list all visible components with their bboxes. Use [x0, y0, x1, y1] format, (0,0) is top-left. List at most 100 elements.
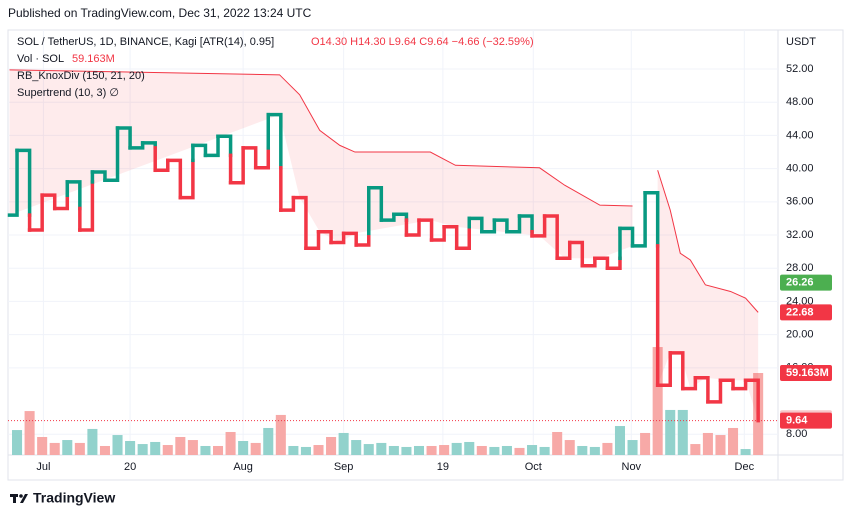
volume-bar [12, 430, 23, 455]
volume-bar [150, 441, 161, 455]
volume-bar [326, 436, 337, 455]
kagi-line [153, 158, 170, 173]
volume-bar [715, 435, 726, 455]
volume-bar [627, 440, 638, 455]
volume-bar [313, 445, 324, 455]
kagi-line [429, 224, 446, 242]
volume-bar [376, 442, 387, 455]
volume-bar [37, 436, 48, 455]
volume-bar [62, 440, 73, 455]
y-tick-label: 44.00 [786, 129, 814, 141]
volume-bar [24, 411, 35, 455]
kagi-line [442, 224, 459, 251]
volume-bar [501, 445, 512, 455]
volume-bar [552, 431, 563, 455]
x-tick-label: Jul [36, 461, 50, 473]
price-label-box [780, 274, 832, 291]
kagi-line [417, 218, 434, 242]
volume-bar [489, 446, 500, 455]
volume-bar [426, 445, 437, 455]
kagi-line [15, 148, 32, 217]
volume-bar [451, 442, 462, 455]
x-tick-label: Nov [622, 461, 642, 473]
kagi-line [580, 256, 597, 268]
kagi-line [668, 351, 685, 391]
kagi-line [191, 143, 208, 158]
y-tick-label: 52.00 [786, 63, 814, 75]
price-label-box [780, 365, 832, 382]
kagi-line [253, 146, 271, 170]
chart-frame [7, 29, 844, 481]
volume-bar [49, 442, 60, 455]
volume-bar [87, 428, 98, 455]
kagi-line [593, 256, 610, 270]
kagi-line [567, 240, 585, 268]
price-label-box [780, 304, 832, 321]
y-tick-label: 28.00 [786, 262, 814, 274]
volume-bar [614, 426, 626, 455]
kagi-line [266, 112, 283, 170]
kagi-line [329, 231, 346, 245]
kagi-line [203, 134, 220, 158]
volume-bar [401, 446, 412, 455]
kagi-line [681, 376, 698, 391]
kagi-line [341, 231, 358, 247]
plot: Jul 20 Aug Sep 19 Oct Nov Dec [7, 30, 778, 473]
kagi-line [379, 212, 396, 222]
y-tick-label: 20.00 [786, 329, 814, 341]
volume-bar [690, 444, 701, 455]
volume-bar [413, 445, 425, 455]
kagi-line [467, 216, 484, 234]
volume-bar [652, 347, 663, 455]
volume-bar [162, 445, 173, 455]
volume-bar [388, 445, 399, 455]
volume-bar [476, 445, 487, 455]
volume-bar [74, 442, 85, 455]
price-label: 59.163M [786, 367, 829, 379]
volume-bar [300, 446, 311, 455]
volume-bar [200, 445, 211, 455]
volume-bar [351, 440, 362, 455]
kagi-line [367, 185, 384, 222]
kagi-line [718, 378, 735, 391]
volume-bar [527, 445, 538, 455]
volume-bar [564, 440, 575, 455]
y-tick-label: 8.00 [786, 428, 807, 440]
volume-bar [640, 432, 651, 455]
kagi-line [404, 218, 421, 237]
price-label: 26.26 [786, 277, 814, 289]
price-label-box [780, 412, 832, 429]
kagi-line [454, 224, 471, 251]
kagi-line [291, 195, 308, 251]
volume-bar [338, 432, 349, 455]
kagi-line [90, 170, 107, 182]
volume-bar [225, 431, 236, 455]
kagi-line [643, 190, 660, 248]
volume-bar [288, 445, 299, 455]
volume-legend-value: 59.163M [72, 53, 115, 65]
kagi-line [241, 146, 258, 170]
kagi-line [605, 256, 622, 270]
kagi-line [103, 126, 120, 182]
volume-bar [187, 440, 198, 455]
volume-bar [577, 445, 588, 455]
kagi-line [115, 126, 132, 150]
volume-bar [514, 447, 525, 455]
kagi-line [618, 226, 635, 248]
y-tick-label: 36.00 [786, 196, 814, 208]
kagi-line [304, 229, 321, 251]
kagi-line [693, 376, 710, 404]
volume-legend: Vol · SOL [17, 53, 64, 65]
kagi-line [7, 148, 19, 217]
volume-bar [439, 445, 450, 455]
footer-brand: TradingView [33, 490, 115, 506]
kagi-line [40, 193, 57, 211]
volume-bar [275, 414, 286, 455]
supertrend-fill [9, 69, 633, 259]
supertrend-line [657, 170, 759, 313]
supertrend-legend: Supertrend (10, 3) ∅ [17, 87, 119, 99]
kagi-line [630, 190, 647, 248]
ohlc-legend: O14.30 H14.30 L9.64 C9.64 −4.66 (−32.59%… [311, 36, 534, 48]
supertrend-line [9, 69, 633, 207]
kagi-line [178, 158, 195, 200]
